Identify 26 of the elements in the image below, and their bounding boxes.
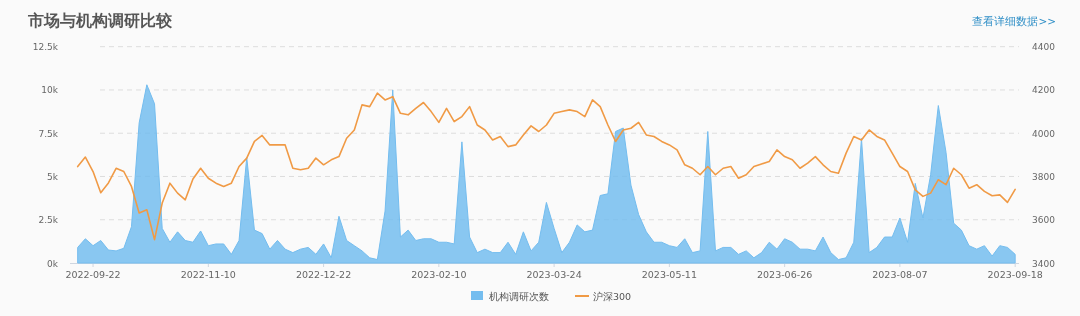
x-tick-label: 2022-11-10 — [180, 269, 236, 280]
x-tick-label: 2023-09-18 — [987, 269, 1043, 280]
y2-tick-label: 3600 — [1032, 215, 1056, 226]
chart-title: 市场与机构调研比较 — [27, 11, 173, 30]
y-tick-label: 2.5k — [38, 215, 59, 226]
text: 查看详细数据>> — [972, 15, 1056, 27]
y2-tick-label: 3800 — [1032, 171, 1056, 182]
x-tick-label: 2022-09-22 — [65, 269, 121, 280]
legend-label: 机构调研次数 — [489, 290, 549, 302]
x-tick-label: 2023-06-26 — [757, 269, 813, 280]
y2-tick-label: 4400 — [1032, 42, 1056, 53]
x-tick-label: 2023-03-24 — [526, 269, 582, 280]
x-tick-label: 2022-12-22 — [295, 269, 352, 280]
y2-tick-label: 4200 — [1032, 85, 1056, 96]
y-tick-label: 10k — [41, 85, 59, 96]
y-tick-label: 7.5k — [38, 128, 59, 139]
y-tick-label: 12.5k — [32, 42, 59, 53]
y-tick-label: 0k — [47, 258, 59, 269]
x-tick-label: 2023-08-07 — [872, 269, 928, 280]
legend-label: 沪深300 — [593, 290, 632, 302]
y-tick-label: 5k — [47, 171, 59, 182]
x-tick-label: 2023-02-10 — [411, 269, 467, 280]
x-tick-label: 2023-05-11 — [641, 269, 697, 280]
y2-tick-label: 3400 — [1032, 258, 1056, 269]
y2-tick-label: 4000 — [1032, 128, 1056, 139]
line-series — [76, 92, 1016, 241]
